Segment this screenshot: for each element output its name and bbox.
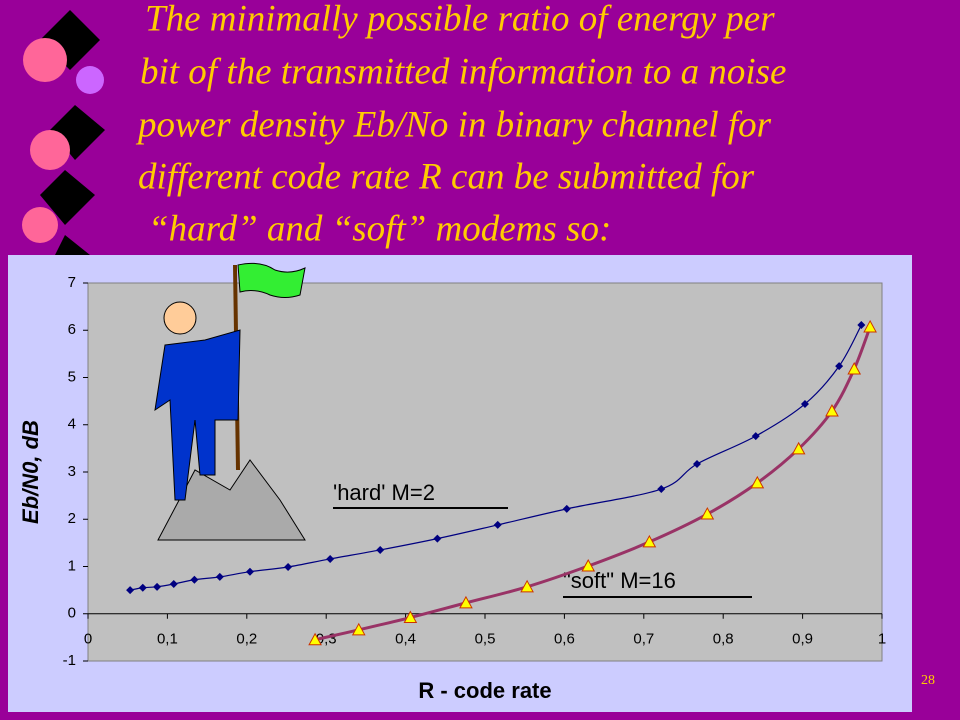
data-point [581,558,596,572]
y-tick-label: 1 [68,557,76,574]
data-point [326,554,335,563]
x-tick-label: 0,7 [633,631,654,648]
data-point [700,507,715,520]
x-tick-label: 0,1 [157,631,178,648]
data-point [245,567,254,576]
title-line: bit of the transmitted information to a … [140,51,786,92]
data-point [351,622,366,636]
data-point [433,534,442,543]
data-point [153,582,162,591]
x-tick-label: 0,8 [713,631,734,648]
annotation: "soft" M=16 [563,568,676,593]
data-point [750,475,765,489]
decoration [22,10,105,255]
y-tick-label: 5 [68,368,76,385]
y-tick-label: 6 [68,321,76,338]
data-point [138,583,147,592]
title-line: “hard” and “soft” modems so: [148,208,611,249]
data-point [520,579,534,593]
data-point [493,520,502,529]
data-point [215,572,224,581]
y-axis-title: Eb/N0, dB [18,420,43,524]
y-tick-label: 4 [68,416,76,433]
data-point [459,595,473,609]
data-point [190,575,199,584]
climber [154,262,306,541]
data-point [642,534,657,548]
annotation: 'hard' M=2 [333,480,435,505]
data-point [657,485,666,494]
data-point [847,361,862,375]
x-axis-title: R - code rate [418,678,551,703]
data-point [800,399,809,408]
data-point [376,545,385,554]
y-tick-label: 0 [68,605,76,622]
data-point [791,441,806,455]
title-line: The minimally possible ratio of energy p… [145,0,775,39]
data-point [169,579,178,588]
x-tick-label: 0,5 [475,631,496,648]
data-point [126,586,135,595]
data-point [284,562,293,571]
y-tick-label: -1 [63,652,76,669]
y-tick-label: 2 [68,510,76,527]
y-tick-label: 7 [68,274,76,291]
x-tick-label: 0,6 [554,631,575,648]
data-point [403,610,418,624]
x-tick-label: 0,4 [395,631,416,648]
data-point [835,362,844,371]
page-number: 28 [921,673,935,688]
data-point [308,632,322,646]
data-point [562,504,571,513]
data-point [751,432,760,441]
title-line: different code rate R can be submitted f… [138,156,755,197]
x-tick-label: 0,2 [236,631,257,648]
y-tick-label: 3 [68,463,76,480]
x-tick-label: 0,9 [792,631,813,648]
data-point [825,404,839,417]
x-tick-label: 1 [878,631,886,648]
x-tick-label: 0 [84,631,92,648]
data-point [857,321,866,330]
data-point [863,319,877,333]
title-line: power density Eb/No in binary channel fo… [135,104,772,145]
data-point [692,459,701,468]
